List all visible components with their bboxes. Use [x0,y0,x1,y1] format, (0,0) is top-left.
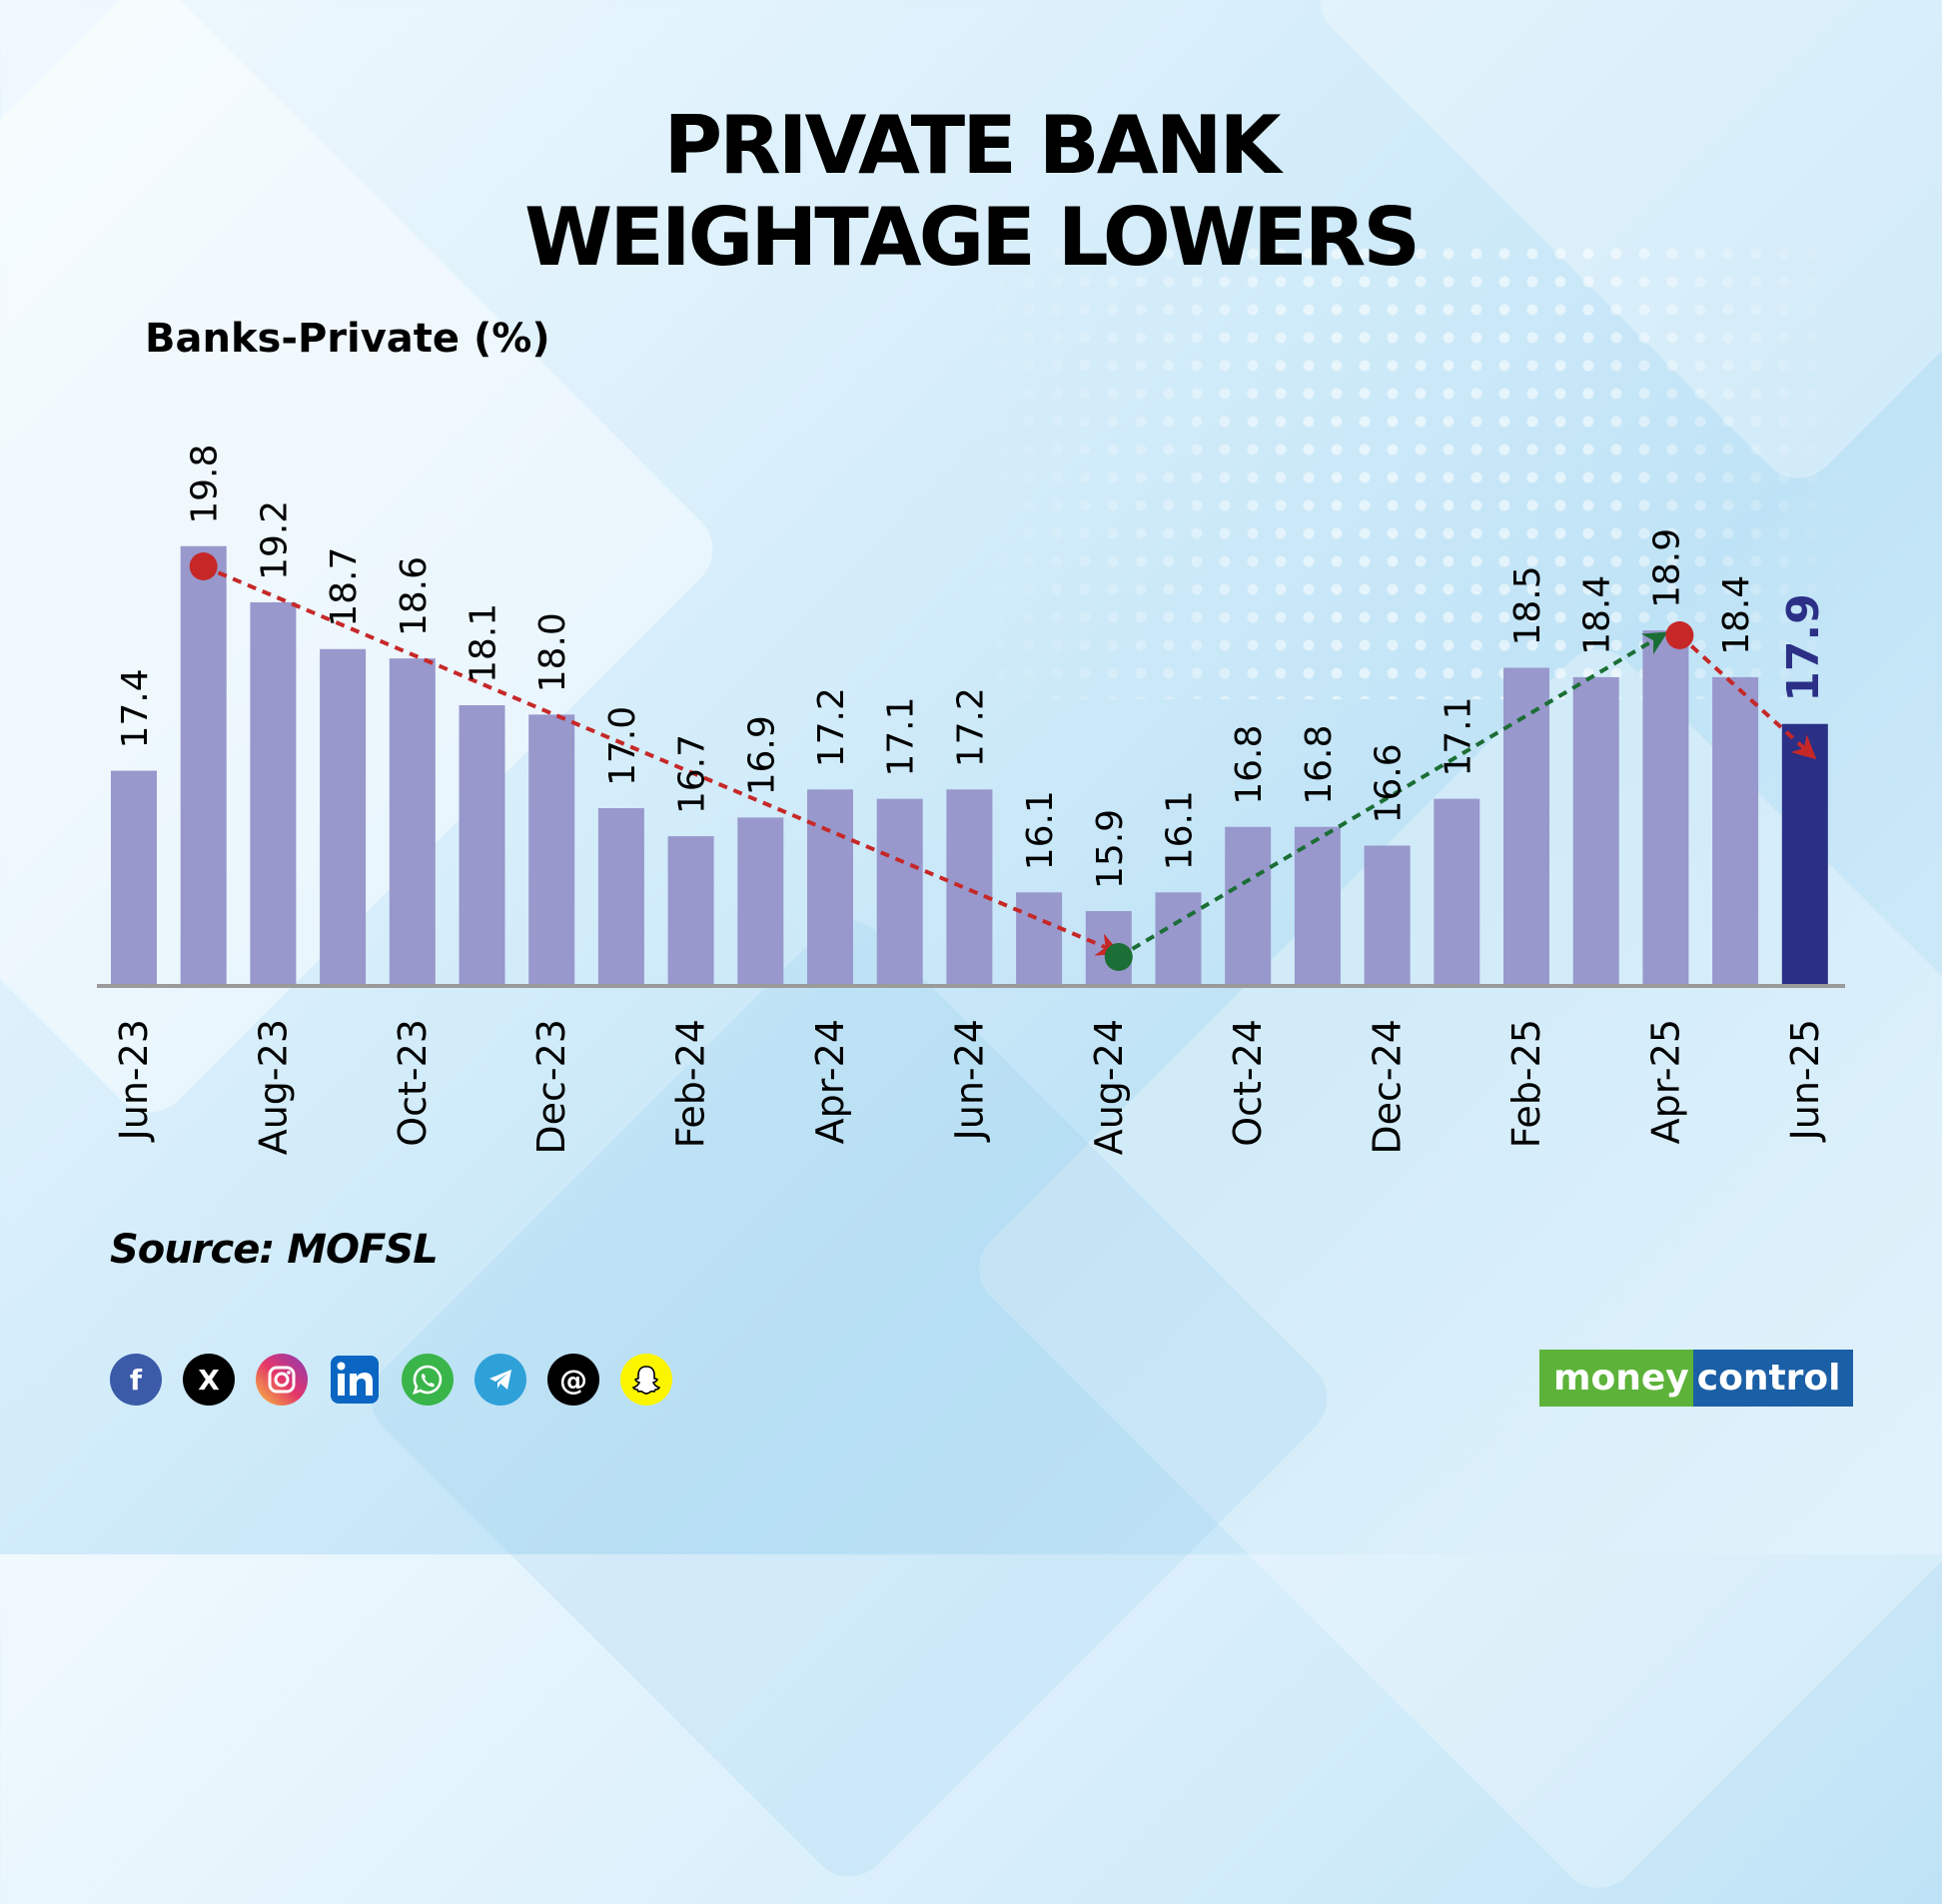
chart-title: PRIVATE BANK WEIGHTAGE LOWERS [0,100,1942,284]
bar-may-24 [876,798,923,986]
data-label-sep-24: 16.1 [1160,790,1201,870]
x-tick-label-aug-23: Aug-23 [251,1019,295,1155]
x-tick-label-jun-25: Jun-25 [1783,1019,1827,1142]
x-tick-label-apr-25: Apr-25 [1643,1019,1687,1144]
bar-jan-24 [597,808,644,986]
data-label-sep-23: 18.7 [324,547,365,627]
data-label-jun-23: 17.4 [115,668,156,748]
bar-jan-25 [1434,798,1480,986]
bar-jun-23 [111,770,157,986]
source-note: Source: MOFSL [110,1227,439,1273]
trend-arrow-down [1678,633,1817,760]
instagram-icon[interactable] [256,1354,308,1406]
data-label-oct-24: 16.8 [1229,725,1270,805]
data-label-jul-24: 16.1 [1020,790,1061,870]
x-tick-label-jun-24: Jun-24 [947,1019,991,1142]
data-label-jun-25: 17.9 [1778,593,1829,702]
data-label-jun-24: 17.2 [950,687,991,767]
bar-mar-24 [737,817,784,986]
bar-sep-23 [320,648,367,986]
data-label-dec-24: 16.6 [1369,743,1410,823]
data-label-oct-23: 18.6 [394,556,435,636]
trend-start-marker [1104,943,1133,971]
x-tick-label-aug-24: Aug-24 [1087,1019,1131,1155]
bar-may-25 [1712,676,1759,986]
whatsapp-icon[interactable] [402,1354,454,1406]
data-label-nov-24: 16.8 [1299,725,1340,805]
data-label-dec-23: 18.0 [532,612,573,692]
snapchat-icon[interactable] [620,1354,672,1406]
logo-part-control: control [1692,1350,1853,1407]
data-label-feb-25: 18.5 [1507,565,1548,645]
bar-jul-24 [1016,892,1063,986]
logo-part-money: money [1539,1350,1693,1407]
data-label-jan-24: 17.0 [602,706,643,786]
data-label-nov-23: 18.1 [464,603,504,683]
bar-apr-24 [807,789,853,986]
data-label-apr-24: 17.2 [811,687,852,767]
x-tick-label-oct-24: Oct-24 [1226,1019,1270,1147]
x-tick-label-feb-24: Feb-24 [669,1019,713,1148]
data-label-jul-23: 19.8 [185,445,226,524]
bar-apr-25 [1642,630,1689,986]
bar-jun-25 [1781,723,1828,986]
x-tick-label-feb-25: Feb-25 [1504,1019,1548,1148]
threads-icon[interactable]: @ [547,1354,599,1406]
data-label-feb-24: 16.7 [672,734,713,814]
x-icon[interactable]: X [183,1354,235,1406]
bar-jun-24 [946,789,993,986]
bar-nov-24 [1294,826,1341,986]
bar-feb-24 [667,836,714,986]
linkedin-icon[interactable] [329,1354,381,1406]
social-icons: f X @ [110,1354,672,1406]
trend-arrow-up [1117,631,1668,959]
bar-nov-23 [459,704,505,986]
trend-start-marker [1665,621,1694,649]
bar-oct-23 [389,658,436,986]
bar-dec-24 [1364,845,1411,986]
bar-aug-23 [250,601,297,986]
data-label-mar-24: 16.9 [741,715,782,795]
data-label-apr-25: 18.9 [1646,528,1687,608]
trend-start-marker [189,552,218,580]
data-label-aug-24: 15.9 [1090,809,1131,889]
data-label-jan-25: 17.1 [1438,696,1478,776]
x-tick-label-dec-23: Dec-23 [529,1019,573,1155]
data-label-mar-25: 18.4 [1577,575,1618,655]
chart-title-line-2: WEIGHTAGE LOWERS [524,191,1421,284]
data-label-may-24: 17.1 [881,696,922,776]
telegram-icon[interactable] [475,1354,526,1406]
chart-title-line-1: PRIVATE BANK [663,99,1281,192]
x-tick-label-oct-23: Oct-23 [391,1019,435,1147]
bar-feb-25 [1503,667,1549,986]
bar-oct-24 [1225,826,1272,986]
data-label-may-25: 18.4 [1716,575,1757,655]
bar-chart: 17.4 19.8 19.2 18.7 18.6 18.1 18.0 17.0 16.7 16.9… [97,445,1845,1155]
data-label-aug-23: 19.2 [254,500,295,580]
x-tick-label-apr-24: Apr-24 [808,1019,852,1144]
bar-jul-23 [180,545,227,986]
facebook-icon[interactable]: f [110,1354,162,1406]
bar-mar-25 [1572,676,1619,986]
unit-label: Banks-Private (%) [145,316,550,362]
moneycontrol-logo: money control [1539,1350,1853,1407]
x-tick-label-dec-24: Dec-24 [1366,1019,1410,1155]
trend-arrow-down [202,564,1122,956]
bar-dec-23 [528,714,575,986]
bar-sep-24 [1155,892,1202,986]
x-tick-label-jun-23: Jun-23 [112,1019,156,1142]
